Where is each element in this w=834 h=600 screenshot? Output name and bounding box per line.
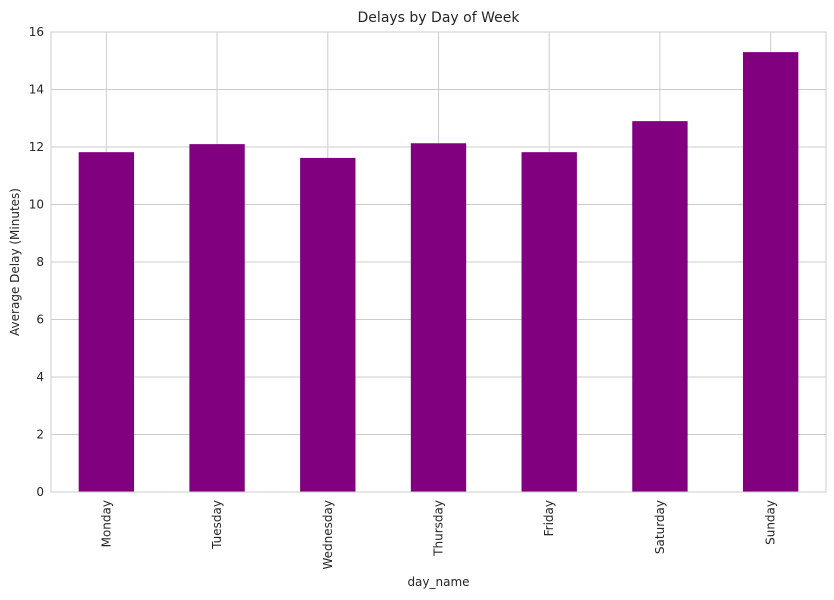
y-tick-label: 6 [36,313,44,327]
y-tick-label: 10 [29,198,44,212]
x-tick-labels: Monday Tuesday Wednesday Thursday Friday Satu… [99,500,777,569]
bar-thursday [410,143,467,492]
x-tick-label: Friday [542,500,556,536]
bar-saturday [632,121,688,492]
y-tick-label: 2 [36,428,44,442]
bar-tuesday [189,144,245,492]
x-tick-label: Saturday [653,500,667,554]
plot-frame [50,31,827,493]
y-tick-label: 0 [36,485,44,499]
y-tick-label: 12 [29,140,44,154]
x-tick-label: Monday [99,500,113,547]
y-axis-title: Average Delay (Minutes) [8,188,22,336]
y-tick-label: 14 [29,83,44,97]
y-tick-label: 4 [36,370,44,384]
chart-title: Delays by Day of Week [358,10,521,26]
bar-sunday [742,52,799,492]
x-tick-label: Thursday [432,500,446,557]
y-tick-label: 16 [29,25,44,39]
x-tick-label: Sunday [764,500,778,545]
y-tick-label: 8 [36,255,44,269]
x-tick-label: Wednesday [321,500,335,569]
x-axis-title: day_name [407,575,469,589]
bars [78,52,799,493]
bar-friday [521,152,577,493]
y-tick-labels: 0 2 4 6 8 10 12 14 16 [29,25,44,499]
bar-wednesday [300,157,356,493]
bar-monday [78,152,135,493]
x-tick-label: Tuesday [210,500,224,550]
